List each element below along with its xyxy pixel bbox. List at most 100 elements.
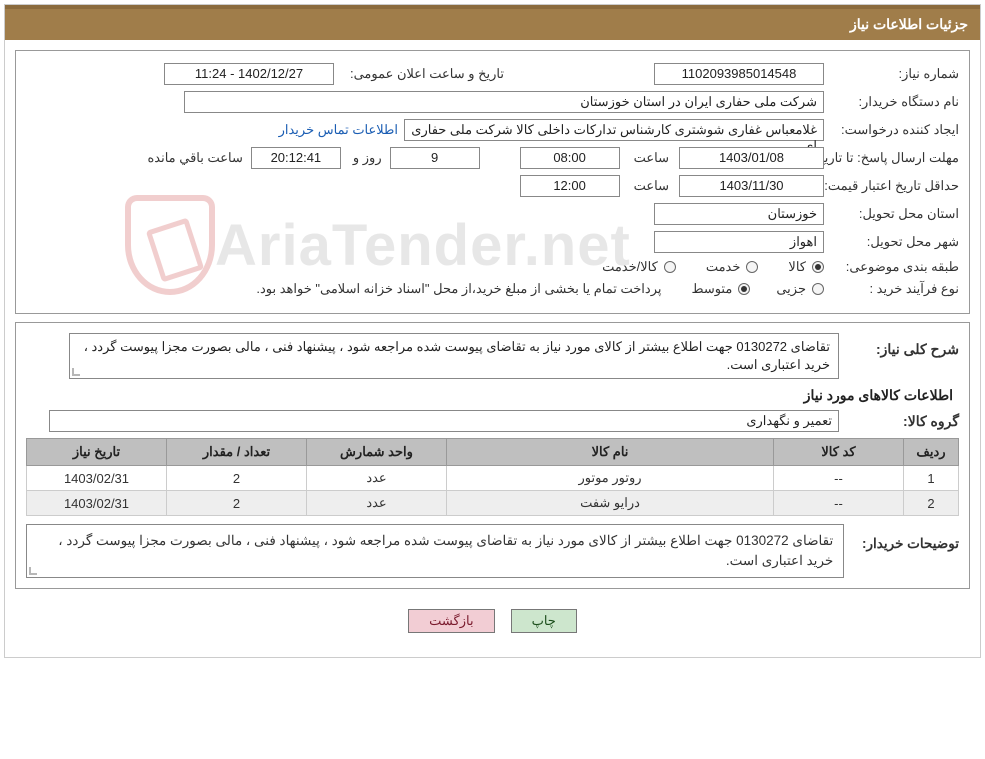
row-general-desc: شرح کلی نیاز: تقاضای 0130272 جهت اطلاع ب…: [26, 333, 959, 379]
print-button[interactable]: چاپ: [511, 609, 577, 633]
items-table-body: 1 -- روتور موتور عدد 2 1403/02/31 2 -- د…: [27, 466, 959, 516]
cell-code: --: [774, 491, 904, 516]
cell-row: 1: [904, 466, 959, 491]
th-date: تاریخ نیاز: [27, 439, 167, 466]
details-box-items: شرح کلی نیاز: تقاضای 0130272 جهت اطلاع ب…: [15, 322, 970, 589]
cell-row: 2: [904, 491, 959, 516]
reply-date-field: 1403/01/08: [679, 147, 824, 169]
group-field: تعمیر و نگهداری: [49, 410, 839, 432]
content-area: AriaTender.net شماره نیاز: 1102093985014…: [5, 40, 980, 657]
table-row: 1 -- روتور موتور عدد 2 1403/02/31: [27, 466, 959, 491]
radio-medium-circle: [738, 283, 750, 295]
reply-deadline-label: مهلت ارسال پاسخ: تا تاریخ:: [824, 151, 959, 165]
items-section-title: اطلاعات کالاهای مورد نیاز: [26, 387, 953, 404]
radio-medium[interactable]: متوسط: [691, 281, 750, 297]
radio-khadamat-circle: [746, 261, 758, 273]
buyer-org-label: نام دستگاه خریدار:: [824, 94, 959, 110]
radio-khadamat[interactable]: خدمت: [706, 259, 759, 275]
province-label: استان محل تحویل:: [824, 206, 959, 222]
days-and-label: روز و: [349, 150, 382, 166]
row-province: استان محل تحویل: خوزستان: [26, 203, 959, 225]
header-bar: جزئیات اطلاعات نیاز: [5, 9, 980, 40]
row-need-number: شماره نیاز: 1102093985014548 تاریخ و ساع…: [26, 63, 959, 85]
details-box-main: شماره نیاز: 1102093985014548 تاریخ و ساع…: [15, 50, 970, 314]
countdown-field: 20:12:41: [251, 147, 341, 169]
header-title: جزئیات اطلاعات نیاز: [850, 16, 968, 32]
row-buyer-org: نام دستگاه خریدار: شرکت ملی حفاری ایران …: [26, 91, 959, 113]
row-city: شهر محل تحویل: اهواز: [26, 231, 959, 253]
resize-handle-icon: [72, 368, 80, 376]
radio-kalakhadamat-label: کالا/خدمت: [602, 259, 658, 275]
requester-label: ایجاد کننده درخواست:: [824, 122, 959, 138]
cell-name: درایو شفت: [447, 491, 774, 516]
city-label: شهر محل تحویل:: [824, 234, 959, 250]
radio-partial[interactable]: جزیی: [776, 281, 824, 297]
cell-code: --: [774, 466, 904, 491]
price-valid-date: 1403/11/30: [679, 175, 824, 197]
radio-khadamat-label: خدمت: [706, 259, 741, 275]
city-field: اهواز: [654, 231, 824, 253]
price-valid-label: حداقل تاریخ اعتبار قیمت: تا تاریخ:: [824, 179, 959, 193]
requester-field: غلامعباس غفاری شوشتری کارشناس تدارکات دا…: [404, 119, 824, 141]
radio-kalakhadamat-circle: [664, 261, 676, 273]
general-desc-label: شرح کلی نیاز:: [839, 333, 959, 358]
buyer-notes-label: توضیحات خریدار:: [844, 524, 959, 552]
group-label: گروه کالا:: [839, 413, 959, 430]
table-header-row: ردیف کد کالا نام کالا واحد شمارش تعداد /…: [27, 439, 959, 466]
radio-kala-label: کالا: [788, 259, 806, 275]
row-reply-deadline: مهلت ارسال پاسخ: تا تاریخ: 1403/01/08 سا…: [26, 147, 959, 169]
need-no-label: شماره نیاز:: [824, 66, 959, 82]
cell-unit: عدد: [307, 466, 447, 491]
general-desc-text: تقاضای 0130272 جهت اطلاع بیشتر از کالای …: [84, 339, 830, 372]
province-field: خوزستان: [654, 203, 824, 225]
row-group: گروه کالا: تعمیر و نگهداری: [26, 410, 959, 432]
cell-qty: 2: [167, 466, 307, 491]
cell-date: 1403/02/31: [27, 466, 167, 491]
th-qty: تعداد / مقدار: [167, 439, 307, 466]
row-requester: ایجاد کننده درخواست: غلامعباس غفاری شوشت…: [26, 119, 959, 141]
radio-kalakhadamat[interactable]: کالا/خدمت: [602, 259, 676, 275]
cell-unit: عدد: [307, 491, 447, 516]
cell-qty: 2: [167, 491, 307, 516]
general-desc-box: تقاضای 0130272 جهت اطلاع بیشتر از کالای …: [69, 333, 839, 379]
row-process-type: نوع فرآیند خرید : جزیی متوسط پرداخت تمام…: [26, 281, 959, 297]
cell-name: روتور موتور: [447, 466, 774, 491]
process-type-label: نوع فرآیند خرید :: [824, 281, 959, 297]
subject-class-label: طبقه بندی موضوعی:: [824, 259, 959, 275]
time-label-1: ساعت: [630, 150, 669, 166]
th-unit: واحد شمارش: [307, 439, 447, 466]
radio-medium-label: متوسط: [691, 281, 732, 297]
row-subject-class: طبقه بندی موضوعی: کالا خدمت کالا/خدمت: [26, 259, 959, 275]
announce-label: تاریخ و ساعت اعلان عمومی:: [334, 66, 504, 82]
row-price-validity: حداقل تاریخ اعتبار قیمت: تا تاریخ: 1403/…: [26, 175, 959, 197]
remain-label: ساعت باقي مانده: [143, 150, 242, 166]
process-type-radios: جزیی متوسط: [691, 281, 824, 297]
radio-partial-label: جزیی: [776, 281, 806, 297]
cell-date: 1403/02/31: [27, 491, 167, 516]
buyer-notes-text: تقاضای 0130272 جهت اطلاع بیشتر از کالای …: [58, 533, 833, 568]
th-name: نام کالا: [447, 439, 774, 466]
page-container: جزئیات اطلاعات نیاز AriaTender.net شماره…: [4, 4, 981, 658]
price-valid-time: 12:00: [520, 175, 620, 197]
payment-note: پرداخت تمام یا بخشی از مبلغ خرید،از محل …: [256, 281, 661, 297]
resize-handle-icon: [29, 567, 37, 575]
need-no-field: 1102093985014548: [654, 63, 824, 85]
time-label-2: ساعت: [630, 178, 669, 194]
radio-kala-circle: [812, 261, 824, 273]
radio-partial-circle: [812, 283, 824, 295]
buyer-org-field: شرکت ملی حفاری ایران در استان خوزستان: [184, 91, 824, 113]
back-button[interactable]: بازگشت: [408, 609, 494, 633]
table-row: 2 -- درایو شفت عدد 2 1403/02/31: [27, 491, 959, 516]
buyer-contact-link[interactable]: اطلاعات تماس خریدار: [279, 122, 398, 138]
days-count-field: 9: [390, 147, 480, 169]
row-buyer-notes: توضیحات خریدار: تقاضای 0130272 جهت اطلاع…: [26, 524, 959, 578]
items-table: ردیف کد کالا نام کالا واحد شمارش تعداد /…: [26, 438, 959, 516]
reply-time-field: 08:00: [520, 147, 620, 169]
subject-class-radios: کالا خدمت کالا/خدمت: [602, 259, 824, 275]
announce-value: 1402/12/27 - 11:24: [164, 63, 334, 85]
th-code: کد کالا: [774, 439, 904, 466]
th-row: ردیف: [904, 439, 959, 466]
buyer-notes-box: تقاضای 0130272 جهت اطلاع بیشتر از کالای …: [26, 524, 844, 578]
radio-kala[interactable]: کالا: [788, 259, 824, 275]
footer-buttons: چاپ بازگشت: [15, 597, 970, 647]
